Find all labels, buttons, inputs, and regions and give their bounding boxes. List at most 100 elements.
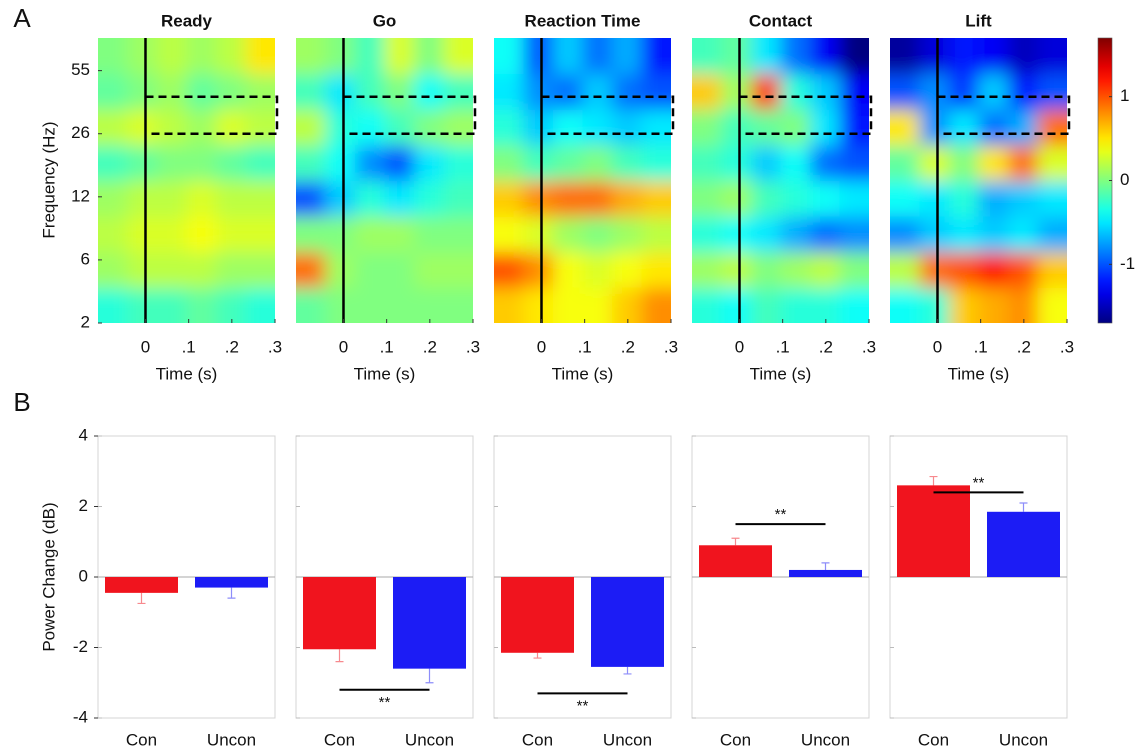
error-bar [336, 649, 344, 661]
x-axis-label: Time (s) [354, 364, 416, 383]
heatmap-cell [524, 145, 554, 181]
heatmap-cell [524, 74, 554, 110]
heatmap-cell [810, 216, 840, 252]
heatmap-cell [1008, 216, 1038, 252]
x-tick-label: Con [126, 730, 157, 749]
x-tick-label: .1 [974, 337, 988, 356]
heatmap-cell [642, 181, 697, 217]
heatmap-image [271, 13, 499, 349]
heatmap-cell [751, 74, 781, 110]
heatmap-cell [612, 181, 642, 217]
heatmap-cell [751, 252, 781, 288]
heatmap-cell [840, 145, 895, 181]
heatmap-cell [949, 181, 979, 217]
heatmap-cell [920, 252, 950, 288]
y-tick-label: 0 [79, 566, 88, 585]
heatmap-cell [781, 252, 811, 288]
x-tick-label: Uncon [603, 730, 652, 749]
heatmap-cell [781, 74, 811, 110]
heatmap-cell [722, 74, 752, 110]
heatmap-cell [326, 252, 356, 288]
heatmap-cell [751, 109, 781, 145]
heatmap-cell [810, 74, 840, 110]
heatmap-cell [642, 74, 697, 110]
heatmap-cell [979, 252, 1009, 288]
heatmap-cell [583, 145, 613, 181]
heatmap-cell [810, 109, 840, 145]
bar [303, 577, 376, 649]
heatmap-cell [469, 181, 524, 217]
heatmap-cell [979, 181, 1009, 217]
heatmap-cell [840, 216, 895, 252]
heatmap-cell [128, 74, 158, 110]
heatmap-cell [840, 109, 895, 145]
y-tick-label: 12 [71, 186, 90, 205]
heatmap-image [469, 13, 697, 349]
x-tick-label: .2 [819, 337, 833, 356]
heatmap-cell [157, 216, 187, 252]
heatmap-cell [157, 252, 187, 288]
heatmap-cell [326, 181, 356, 217]
heatmap-cell [187, 216, 217, 252]
x-tick-label: Uncon [999, 730, 1048, 749]
heatmap-cell [1008, 13, 1038, 74]
error-bar [138, 593, 146, 604]
heatmap-cell [271, 216, 326, 252]
heatmap-cell [840, 74, 895, 110]
heatmap-cell [73, 216, 128, 252]
heatmap-cell [583, 109, 613, 145]
heatmap-cell [128, 13, 158, 74]
error-bar [228, 588, 236, 599]
heatmap-cell [444, 252, 499, 288]
heatmap-cell [642, 216, 697, 252]
heatmap-cell [865, 13, 920, 74]
significance-label: ** [775, 506, 787, 523]
y-axis-label: Frequency (Hz) [39, 121, 58, 238]
heatmap-cell [414, 74, 444, 110]
heatmap-cell [187, 181, 217, 217]
heatmap-cell [920, 216, 950, 252]
heatmap-cell [1038, 252, 1093, 288]
y-tick-label: 4 [79, 425, 88, 444]
panel-label: A [13, 3, 31, 33]
heatmap-cell [612, 109, 642, 145]
heatmap-cells [271, 13, 499, 349]
heatmap-cell [187, 109, 217, 145]
x-tick-label: 0 [141, 337, 150, 356]
heatmap-cell [810, 252, 840, 288]
bar [699, 545, 772, 577]
heatmap-cell [216, 109, 246, 145]
page: A B 0.1.2.3Time (s)Ready26122655Frequenc… [0, 0, 1141, 755]
heatmap-cell [553, 216, 583, 252]
heatmap-cell [128, 181, 158, 217]
heatmap-cell [157, 74, 187, 110]
bar [501, 577, 574, 653]
heatmap-cell [667, 216, 722, 252]
bar [393, 577, 466, 669]
heatmap-cell [781, 216, 811, 252]
x-tick-label: .1 [776, 337, 790, 356]
error-bar [624, 667, 632, 674]
heatmap-cell [128, 109, 158, 145]
heatmap-cell [642, 13, 697, 74]
x-axis-label: Time (s) [156, 364, 218, 383]
heatmap-cell [979, 216, 1009, 252]
figure: A B 0.1.2.3Time (s)Ready26122655Frequenc… [0, 0, 1141, 755]
heatmap-cell [246, 181, 301, 217]
heatmap-cell [246, 216, 301, 252]
heatmap-cell [751, 145, 781, 181]
heatmap-cell [553, 74, 583, 110]
y-tick-label: 26 [71, 123, 90, 142]
heatmap-cell [810, 181, 840, 217]
heatmap-cell [1038, 13, 1093, 74]
heatmap-cell [414, 252, 444, 288]
heatmap-cells [667, 13, 895, 349]
x-tick-label: .1 [578, 337, 592, 356]
bar [987, 512, 1060, 577]
y-tick-label: 6 [81, 249, 90, 268]
bar [897, 485, 970, 577]
heatmap-cell [326, 13, 356, 74]
heatmap-cell [187, 145, 217, 181]
heatmap-cell [385, 252, 415, 288]
x-tick-label: .3 [862, 337, 876, 356]
